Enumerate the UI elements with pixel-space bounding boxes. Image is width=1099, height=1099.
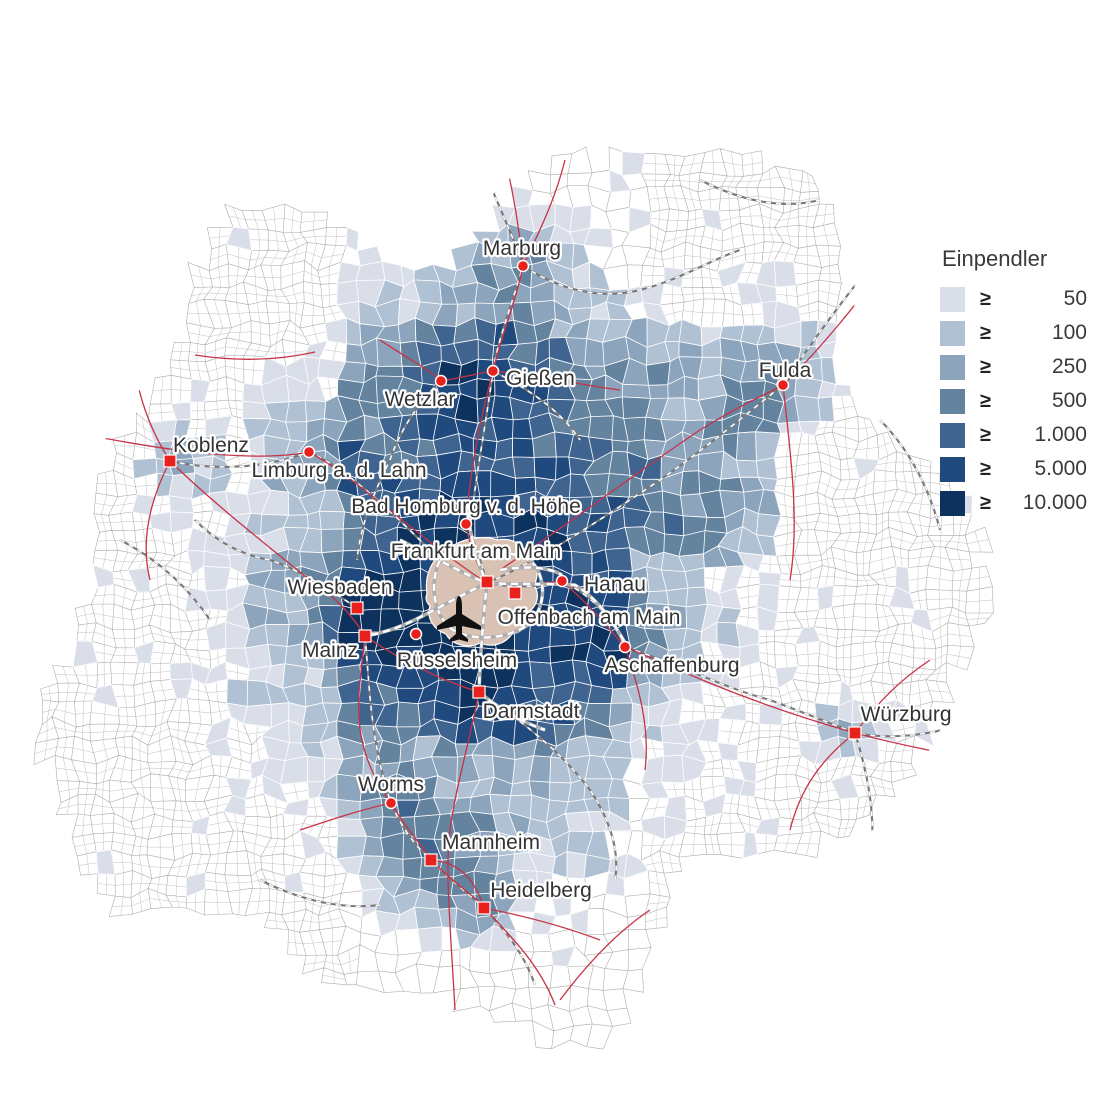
city-label: Gießen <box>506 367 575 390</box>
city-marker-circle <box>486 364 500 378</box>
legend-value: 250 <box>1051 355 1087 378</box>
city-marker-square <box>480 575 494 589</box>
legend-value: 1.000 <box>1034 423 1087 446</box>
city-label: Marburg <box>483 237 561 260</box>
city-marker-circle <box>555 574 569 588</box>
legend-value: 50 <box>1063 287 1087 310</box>
city-label: Offenbach am Main <box>498 606 681 629</box>
city-label: Bad Homburg v. d. Höhe <box>351 495 581 518</box>
city-labels: Marburg Wetzlar Gießen Fulda KoblenzLimburg … <box>171 235 954 905</box>
city-marker-square <box>472 685 486 699</box>
city-marker-circle <box>384 796 398 810</box>
legend-value: 500 <box>1051 389 1087 412</box>
city-label: Koblenz <box>173 434 249 457</box>
legend-gte-symbol: ≥ <box>980 423 991 446</box>
municipality-cells <box>33 146 994 1050</box>
city-marker-square <box>508 586 522 600</box>
legend-row: ≥1.000 <box>940 422 1087 448</box>
legend-value: 100 <box>1051 321 1087 344</box>
city-marker-circle <box>409 627 423 641</box>
airplane-icon <box>437 596 481 642</box>
legend-row: ≥500 <box>940 388 1087 414</box>
city-label: Heidelberg <box>490 879 592 902</box>
city-marker-circle <box>618 640 632 654</box>
legend-value: 5.000 <box>1034 457 1087 480</box>
legend-row: ≥250 <box>940 354 1087 380</box>
legend-gte-symbol: ≥ <box>980 457 991 480</box>
city-marker-square <box>477 901 491 915</box>
city-marker-circle <box>434 374 448 388</box>
legend-row: ≥50 <box>940 286 1087 312</box>
legend-swatch <box>940 422 965 448</box>
legend-gte-symbol: ≥ <box>980 287 991 310</box>
legend-gte-symbol: ≥ <box>980 389 991 412</box>
legend-gte-symbol: ≥ <box>980 491 991 514</box>
city-markers <box>163 259 862 915</box>
transport-network <box>59 157 986 1011</box>
city-label: Würzburg <box>860 703 951 726</box>
legend-swatch <box>940 286 965 312</box>
city-marker-circle <box>776 378 790 392</box>
legend-value: 10.000 <box>1022 491 1087 514</box>
city-label: Rüsselsheim <box>397 649 517 672</box>
city-marker-square <box>350 601 364 615</box>
city-marker-square <box>424 853 438 867</box>
city-label: Frankfurt am Main <box>391 540 561 563</box>
legend-rows: ≥50 ≥100 ≥250 ≥500 ≥1.000 ≥5.000 ≥10.000 <box>940 286 1087 516</box>
city-marker-square <box>848 726 862 740</box>
city-marker-circle <box>302 445 316 459</box>
legend-swatch <box>940 320 965 346</box>
city-marker-circle <box>459 517 473 531</box>
city-label: Wiesbaden <box>287 576 392 599</box>
legend-row: ≥5.000 <box>940 456 1087 482</box>
city-label: Hanau <box>584 573 646 596</box>
legend-swatch <box>940 354 965 380</box>
legend-swatch <box>940 490 965 516</box>
legend-row: ≥100 <box>940 320 1087 346</box>
city-label: Mannheim <box>442 831 540 854</box>
legend-title: Einpendler <box>942 246 1048 271</box>
city-label: Mainz <box>302 639 358 662</box>
city-label: Wetzlar <box>385 388 456 411</box>
city-label: Aschaffenburg <box>604 654 739 677</box>
legend-swatch <box>940 388 965 414</box>
city-marker-square <box>358 629 372 643</box>
city-label: Worms <box>358 773 424 796</box>
legend-gte-symbol: ≥ <box>980 321 991 344</box>
city-label: Darmstadt <box>483 700 580 723</box>
legend-row: ≥10.000 <box>940 490 1087 516</box>
legend-gte-symbol: ≥ <box>980 355 991 378</box>
city-marker-circle <box>516 259 530 273</box>
city-label: Limburg a. d. Lahn <box>251 459 426 482</box>
city-label: Fulda <box>759 359 812 382</box>
legend-swatch <box>940 456 965 482</box>
legend: Einpendler ≥50 ≥100 ≥250 ≥500 ≥1.000 ≥5.000 ≥1… <box>940 246 1087 524</box>
city-marker-square <box>163 454 177 468</box>
